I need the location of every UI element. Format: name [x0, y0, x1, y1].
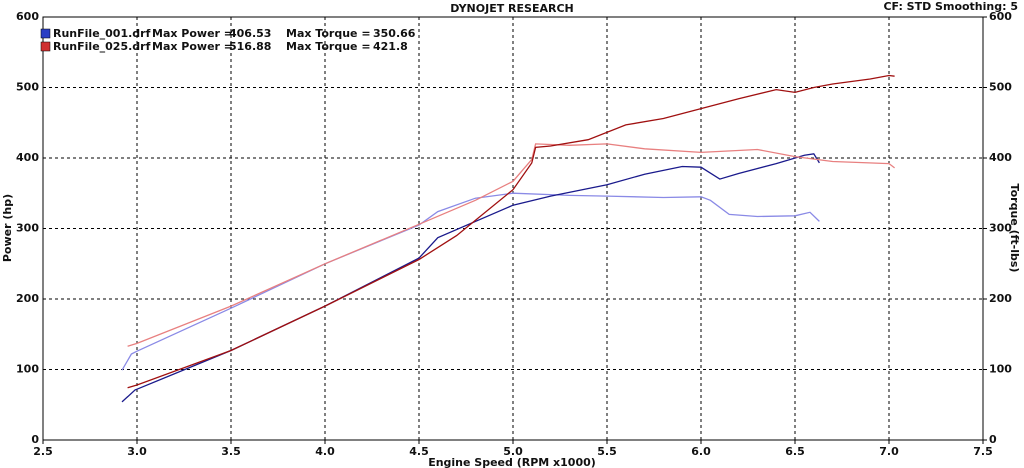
x-tick-label: 7.0	[879, 445, 899, 458]
y-tick-label: 0	[31, 433, 39, 446]
x-tick-label: 4.0	[315, 445, 335, 458]
y-tick-label: 300	[16, 222, 39, 235]
x-tick-label: 2.5	[33, 445, 53, 458]
x-tick-label: 6.0	[691, 445, 711, 458]
x-tick-label: 6.5	[785, 445, 805, 458]
x-tick-label: 5.0	[503, 445, 523, 458]
y2-tick-label: 200	[989, 292, 1012, 305]
y-tick-label: 400	[16, 151, 39, 164]
y2-axis-label: Torque (ft-lbs)	[1008, 184, 1021, 273]
y-tick-label: 100	[16, 363, 39, 376]
line	[127, 143, 895, 347]
line	[127, 74, 895, 389]
y2-tick-label: 100	[989, 363, 1012, 376]
y-tick-label: 200	[16, 292, 39, 305]
x-tick-label: 7.5	[973, 445, 993, 458]
chart-title: DYNOJET RESEARCH	[450, 2, 573, 15]
legend-file: RunFile_001.drf	[53, 27, 151, 40]
y-tick-label: 500	[16, 81, 39, 94]
x-axis-label: Engine Speed (RPM x1000)	[428, 456, 596, 468]
y-axis-label: Power (hp)	[1, 194, 14, 262]
legend-file: RunFile_025.drf	[53, 40, 151, 53]
legend-swatch	[40, 28, 51, 39]
x-tick-label: 4.5	[409, 445, 429, 458]
y2-tick-label: 400	[989, 151, 1012, 164]
legend-max-torque: 350.66	[373, 27, 416, 40]
legend-power-label: Max Power =	[152, 40, 233, 53]
legend-power-label: Max Power =	[152, 27, 233, 40]
line	[121, 192, 820, 371]
y2-tick-label: 0	[989, 433, 997, 446]
legend-torque-label: Max Torque =	[286, 27, 371, 40]
legend-swatch	[40, 41, 51, 52]
settings-text: CF: STD Smoothing: 5	[883, 0, 1018, 13]
x-tick-label: 3.5	[221, 445, 241, 458]
x-tick-label: 3.0	[127, 445, 147, 458]
y-tick-label: 600	[16, 10, 39, 23]
legend-torque-label: Max Torque =	[286, 40, 371, 53]
legend-max-torque: 421.8	[373, 40, 408, 53]
x-tick-label: 5.5	[597, 445, 617, 458]
y2-tick-label: 600	[989, 10, 1012, 23]
legend-max-power: 516.88	[229, 40, 271, 53]
y2-tick-label: 300	[989, 222, 1012, 235]
legend-max-power: 406.53	[229, 27, 271, 40]
y2-tick-label: 500	[989, 81, 1012, 94]
